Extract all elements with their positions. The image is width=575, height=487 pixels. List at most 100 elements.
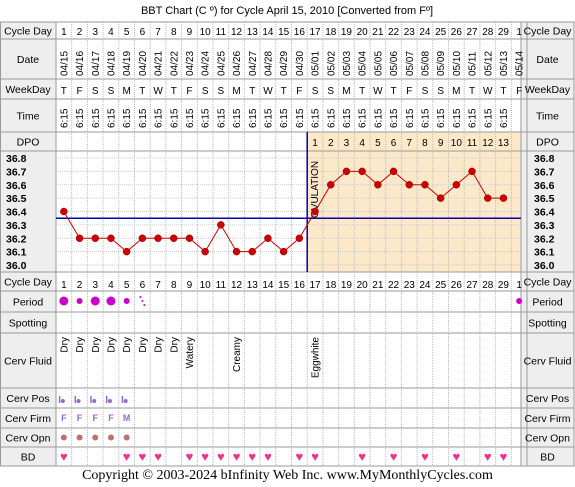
temperature-point: [154, 234, 162, 242]
date-cell: 04/15: [59, 51, 70, 76]
time-cell: 6:15: [154, 108, 165, 128]
row-label-right-cerv-pos: Cerv Pos: [526, 393, 569, 405]
bd-heart-icon: ♥: [452, 449, 460, 464]
temperature-point: [436, 194, 445, 202]
cycle-day-cell: 16: [294, 27, 306, 38]
row-label-right-bd: BD: [540, 452, 555, 464]
temperature-plot: OVULATION: [56, 132, 521, 272]
cerv-fluid-cell: Dry: [138, 337, 149, 353]
cycle-day-cell-bottom: 3: [92, 280, 98, 291]
time-cell: 6:15: [169, 108, 180, 128]
cerv-opn-mark: [92, 434, 99, 441]
ovulation-label: OVULATION: [310, 161, 321, 218]
time-cell: 6:15: [436, 108, 447, 128]
weekday-cell: F: [186, 86, 192, 97]
temperature-point: [279, 247, 288, 256]
temperature-point: [499, 194, 508, 202]
cycle-day-cell-bottom: 4: [108, 280, 114, 291]
row-label-right-cycle-day: Cycle Day: [524, 26, 573, 38]
weekday-cell: M: [232, 86, 240, 97]
period-heavy-mark: [59, 296, 69, 306]
cerv-opn-mark: [123, 434, 130, 441]
cycle-day-cell: 26: [451, 27, 463, 38]
date-cell: 04/19: [122, 51, 133, 76]
cerv-pos-mark: [76, 399, 81, 403]
temperature-point: [358, 167, 366, 176]
row-label-right-cerv-opn: Cerv Opn: [525, 433, 570, 445]
period-spotting-mark: [139, 296, 142, 298]
weekday-cell: T: [359, 86, 365, 97]
time-cell: 6:15: [279, 108, 290, 128]
temperature-point: [107, 234, 115, 242]
period-spotting-mark: [143, 304, 146, 306]
date-cell: 04/30: [295, 51, 306, 76]
date-cell: 05/05: [373, 51, 384, 76]
weekday-cell: S: [437, 86, 444, 97]
time-cell: 6:15: [373, 108, 384, 128]
weekday-cell: T: [249, 86, 255, 97]
row-label-right-cerv-fluid: Cerv Fluid: [524, 356, 572, 368]
time-cell: 6:15: [420, 108, 431, 128]
temperature-point: [75, 234, 84, 242]
cerv-opn-mark: [107, 434, 114, 441]
date-cell: 05/13: [499, 51, 510, 76]
cycle-day-cell: 20: [357, 27, 369, 38]
time-cell: 6:15: [106, 108, 117, 128]
weekday-cell: T: [139, 86, 145, 97]
cycle-day-cell-bottom: 29: [498, 280, 510, 291]
chart-border: [0, 21, 575, 467]
time-cell: 6:15: [295, 108, 306, 128]
time-cell: 6:15: [185, 108, 196, 128]
cycle-day-cell-bottom: 8: [171, 280, 177, 291]
period-heavy-mark: [106, 296, 116, 306]
weekday-cell: T: [390, 86, 396, 97]
weekday-cell: S: [108, 86, 115, 97]
cerv-pos-mark: [123, 399, 128, 403]
weekday-cell: M: [342, 86, 350, 97]
cycle-day-cell: 10: [200, 27, 212, 38]
cycle-day-cell-bottom: 24: [419, 280, 431, 291]
weekday-cell: M: [452, 86, 460, 97]
dpo-cell: 10: [451, 138, 463, 149]
y-tick-label: 36.5: [6, 193, 27, 205]
period-medium-mark: [76, 298, 83, 304]
cycle-day-cell-bottom: 17: [309, 280, 321, 291]
time-cell: 6:15: [75, 108, 86, 128]
bd-heart-icon: ♥: [233, 449, 241, 464]
weekday-cell: W: [483, 86, 493, 97]
time-cell: 6:15: [263, 108, 274, 128]
date-cell: 04/29: [279, 51, 290, 76]
cycle-day-cell-bottom: 27: [466, 280, 478, 291]
cycle-day-cell-bottom: 19: [341, 280, 353, 291]
y-tick-label-right: 36.4: [534, 207, 555, 219]
y-tick-label-right: 36.3: [534, 220, 555, 232]
date-cell: 04/26: [232, 51, 243, 76]
row-label-layer: Cycle Day Cycle Day Date Date WeekDay WeekDay…: [4, 26, 572, 464]
cycle-day-cell-bottom: 16: [294, 280, 306, 291]
weekday-cell: S: [202, 86, 209, 97]
date-cell: 04/18: [106, 51, 117, 76]
cerv-firm-cell: F: [61, 413, 67, 423]
y-tick-label: 36.6: [6, 180, 27, 192]
period-heavy-mark: [90, 296, 100, 306]
row-label-right-date: Date: [536, 54, 558, 66]
time-cell: 6:15: [91, 108, 102, 128]
time-cell: 6:15: [216, 108, 227, 128]
row-label-dpo: DPO: [17, 137, 40, 149]
temperature-point: [452, 181, 461, 189]
temperature-point: [295, 234, 304, 242]
cerv-firm-cell: F: [77, 413, 83, 423]
weekday-cell: T: [171, 86, 177, 97]
cycle-day-cell-bottom: 14: [262, 280, 274, 291]
cycle-day-cell: 1: [61, 27, 67, 38]
cycle-day-cell-bottom: 25: [435, 280, 447, 291]
time-cell: 6:15: [122, 108, 133, 128]
weekday-cell: S: [218, 86, 225, 97]
bd-heart-icon: ♥: [500, 449, 508, 464]
row-label-date: Date: [17, 54, 39, 66]
date-cell: 04/24: [201, 51, 212, 76]
y-tick-label: 36.1: [6, 247, 27, 259]
dpo-cell: 5: [375, 138, 381, 149]
temperature-point: [201, 247, 209, 256]
left-label-column: [0, 22, 56, 466]
